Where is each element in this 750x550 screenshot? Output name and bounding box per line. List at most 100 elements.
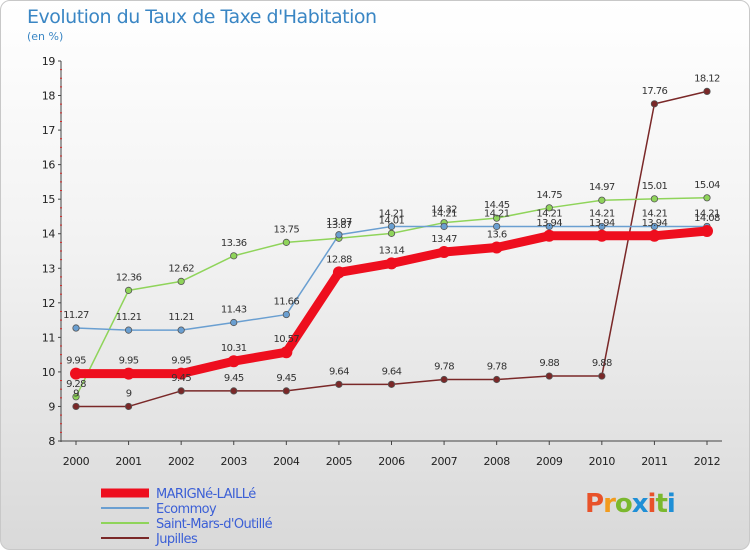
data-label: 11.43 (221, 305, 247, 316)
data-label: 18.12 (694, 73, 720, 84)
data-label: 9.45 (276, 373, 296, 384)
data-point (703, 87, 711, 96)
data-point (72, 324, 80, 332)
data-point (282, 387, 290, 395)
data-point (177, 277, 185, 285)
x-tick-label: 2001 (115, 455, 141, 468)
data-label: 13.94 (536, 218, 562, 229)
data-point (595, 229, 608, 242)
data-label: 9.78 (434, 362, 454, 373)
data-label: 14.97 (589, 182, 615, 193)
data-point (701, 224, 713, 237)
x-tick-label: 2010 (589, 455, 616, 468)
y-tick-label: 19 (42, 55, 56, 68)
data-label: 13.87 (326, 220, 352, 231)
data-label: 11.21 (116, 312, 142, 323)
legend-label: Jupilles (155, 532, 198, 547)
x-tick-label: 2007 (431, 455, 458, 468)
data-label: 15.01 (642, 181, 668, 192)
y-tick-label: 8 (48, 435, 55, 448)
data-label: 13.47 (431, 234, 457, 245)
data-point (177, 326, 185, 334)
data-point (650, 100, 659, 108)
data-point (648, 229, 661, 242)
data-label: 13.14 (379, 245, 405, 256)
data-label: 9.28 (66, 379, 86, 390)
data-point (387, 222, 396, 231)
data-point (70, 367, 82, 380)
data-labels: 9 9 9.45 9.45 9.45 9.64 9.64 9.78 9.78 9.88 9.88 17… (63, 73, 720, 399)
data-label: 14.21 (484, 208, 510, 219)
data-point (387, 229, 396, 237)
data-point (72, 402, 80, 411)
data-point (72, 393, 80, 401)
data-label: 9.78 (487, 362, 507, 373)
y-tick-label: 14 (42, 228, 56, 241)
data-label: 10.57 (274, 334, 300, 345)
y-tick-label: 18 (42, 90, 56, 103)
data-point (438, 246, 451, 259)
data-label: 12.88 (326, 254, 352, 265)
data-point (545, 204, 553, 212)
data-point (440, 222, 448, 231)
chart-title: Evolution du Taux de Taxe d'Habitation (27, 6, 377, 28)
logo-letter: t (655, 489, 667, 519)
data-label: 9.64 (382, 366, 402, 377)
data-label: 9.88 (592, 358, 612, 369)
y-tick-label: 9 (48, 400, 55, 413)
data-label: 14.21 (431, 208, 457, 219)
data-label: 15.04 (694, 180, 720, 191)
data-point (543, 229, 556, 242)
data-label: 11.66 (274, 297, 300, 308)
logo-letter: i (647, 489, 657, 519)
y-tick-label: 11 (42, 331, 55, 344)
data-label: 9 (73, 388, 79, 399)
series-points (70, 87, 713, 411)
data-label: 13.97 (326, 217, 352, 228)
x-tick-label: 2012 (694, 455, 720, 468)
data-label: 13.75 (274, 224, 300, 235)
data-point (282, 238, 290, 246)
data-point (280, 346, 293, 359)
x-tick-label: 2003 (221, 455, 248, 468)
legend: MARIGNé-LAILLéEcommoySaint-Mars-d'Outill… (101, 487, 273, 547)
data-point (230, 387, 238, 395)
legend-label: Ecommoy (156, 502, 217, 517)
y-tick-label: 10 (42, 366, 56, 379)
x-tick-label: 2006 (378, 455, 405, 468)
data-point (175, 367, 188, 380)
y-tick-label: 12 (42, 297, 55, 310)
data-point (493, 375, 501, 384)
data-point (598, 196, 606, 204)
logo-letter: P (585, 489, 604, 519)
chart-axes: 8 9 10 11 12 13 14 15 16 17 18 19 2000 2001 2002 2003 20… (42, 55, 722, 468)
legend-label: Saint-Mars-d'Outillé (156, 517, 273, 532)
x-tick-label: 2009 (536, 455, 563, 468)
x-tick-label: 2004 (273, 455, 300, 468)
data-label: 14.08 (694, 213, 720, 224)
data-point (332, 266, 345, 279)
data-label: 9.88 (539, 358, 559, 369)
y-tick-label: 17 (42, 124, 56, 137)
data-label: 9.45 (224, 373, 244, 384)
data-point (227, 355, 240, 368)
proxiti-logo: Proxiti (585, 489, 676, 519)
data-label: 14.21 (694, 208, 720, 219)
data-point (124, 402, 133, 411)
x-tick-label: 2008 (483, 455, 510, 468)
chart-subtitle: (en %) (27, 30, 64, 43)
data-point (650, 222, 659, 231)
data-label: 9.45 (171, 373, 191, 384)
data-label: 17.76 (642, 86, 668, 97)
data-label: 14.75 (536, 190, 562, 201)
data-point (493, 222, 501, 231)
data-point (230, 318, 238, 327)
data-label: 9.64 (329, 366, 349, 377)
x-tick-label: 2005 (326, 455, 353, 468)
data-point (122, 367, 135, 380)
data-label: 14.21 (379, 208, 405, 219)
data-point (230, 252, 238, 260)
data-point (385, 257, 398, 270)
